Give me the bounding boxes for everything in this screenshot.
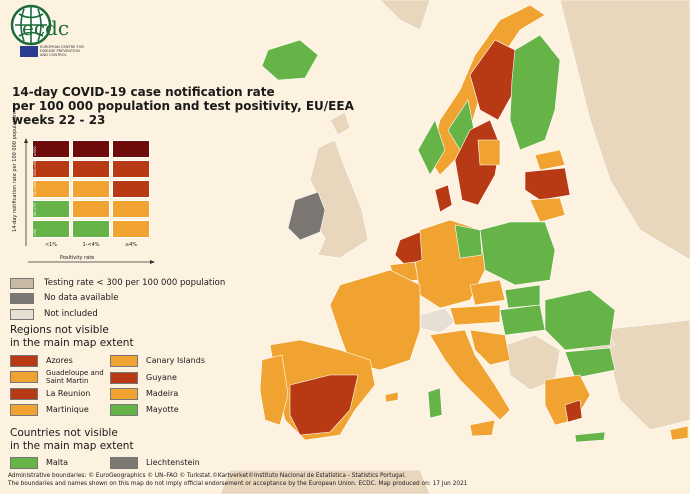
portugal (259, 354, 289, 426)
denmark (434, 184, 453, 213)
legend-swatch (10, 292, 34, 304)
region-azores: Azores (10, 354, 116, 368)
region-martinique: Martinique (10, 403, 116, 417)
romania (544, 289, 616, 351)
matrix-col-label: 1-<4% (82, 242, 100, 248)
legend-not-included: Not included (10, 307, 98, 321)
netherlands (394, 231, 423, 266)
country-swatch (10, 457, 38, 469)
color-matrix-legend: ≥500 200-<500 75-<200 50-<75 <50 (32, 140, 152, 244)
region-swatch (110, 355, 138, 367)
switzerland (419, 307, 456, 334)
regions-heading: Regions not visible in the main map exte… (10, 324, 134, 349)
matrix-cell (72, 200, 110, 218)
hungary (499, 304, 546, 336)
region-swatch (10, 371, 38, 383)
ecdc-logo: ecdc EUROPEAN CENTRE FOR DISEASE PREVENT… (20, 18, 97, 57)
matrix-cell (32, 200, 70, 218)
region-swatch (110, 388, 138, 400)
austria (449, 304, 501, 326)
baltics (524, 149, 571, 223)
matrix-cell (112, 140, 150, 158)
map-title: 14-day COVID-19 case notification rate p… (12, 85, 354, 127)
matrix-cell (72, 160, 110, 178)
non-eu-land (219, 0, 690, 494)
country-liechtenstein: Liechtenstein (110, 456, 216, 470)
ecdc-globe-icon (10, 4, 52, 46)
poland (479, 221, 556, 286)
countries-heading: Countries not visible in the main map ex… (10, 427, 134, 452)
country-swatch (110, 457, 138, 469)
eu-flag-icon (20, 46, 38, 57)
matrix-cell (32, 180, 70, 198)
matrix-cell (32, 220, 70, 238)
italy (429, 329, 511, 421)
legend-swatch (10, 277, 34, 289)
france (329, 269, 421, 371)
logo-tagline: EUROPEAN CENTRE FOR DISEASE PREVENTION A… (40, 45, 84, 58)
region-swatch (10, 404, 38, 416)
ireland (287, 191, 326, 241)
germany-east (454, 224, 483, 259)
croatia (469, 329, 511, 366)
sardinia (427, 387, 443, 419)
uk (309, 111, 369, 259)
matrix-cell (72, 140, 110, 158)
region-la-reunion: La Reunion (10, 387, 116, 401)
matrix-y-label: 14-day notification rate per 100 000 pop… (12, 112, 18, 232)
matrix-cell (32, 140, 70, 158)
bulgaria (564, 347, 616, 379)
axis-arrows-icon (24, 138, 155, 264)
greece-south (564, 399, 583, 423)
country-malta: Malta (10, 456, 116, 470)
matrix-cell (112, 220, 150, 238)
region-swatch (10, 355, 38, 367)
matrix-cell (112, 200, 150, 218)
balearic (384, 391, 399, 403)
sweden (454, 39, 516, 206)
region-swatch (10, 388, 38, 400)
region-canary-islands: Canary Islands (110, 354, 216, 368)
legend-no-data: No data available (10, 291, 118, 305)
legend-swatch (10, 308, 34, 320)
region-swatch (110, 404, 138, 416)
iceland (261, 39, 319, 81)
matrix-cell (72, 220, 110, 238)
region-guadeloupe: Guadeloupe and Saint Martin (10, 369, 116, 385)
region-mayotte: Mayotte (110, 403, 216, 417)
region-swatch (110, 372, 138, 384)
legend-low-testing: Testing rate < 300 per 100 000 populatio… (10, 276, 225, 290)
matrix-cell (112, 180, 150, 198)
matrix-col-label: ≥4% (124, 242, 138, 248)
crete (574, 431, 606, 443)
logo-name: ecdc (22, 16, 70, 40)
matrix-cell (112, 160, 150, 178)
sicily (469, 419, 496, 437)
matrix-x-label: Positivity rate (60, 255, 95, 261)
matrix-cell (32, 160, 70, 178)
matrix-cell (72, 180, 110, 198)
finland (509, 34, 561, 151)
czechia (469, 279, 506, 306)
spain-south (289, 374, 359, 436)
slovakia (504, 284, 541, 309)
cyprus (669, 425, 689, 441)
region-madeira: Madeira (110, 387, 216, 401)
region-guyane: Guyane (110, 371, 216, 385)
map-footer: Administrative boundaries: © EuroGeograp… (8, 473, 468, 487)
matrix-col-label: <1% (44, 242, 58, 248)
